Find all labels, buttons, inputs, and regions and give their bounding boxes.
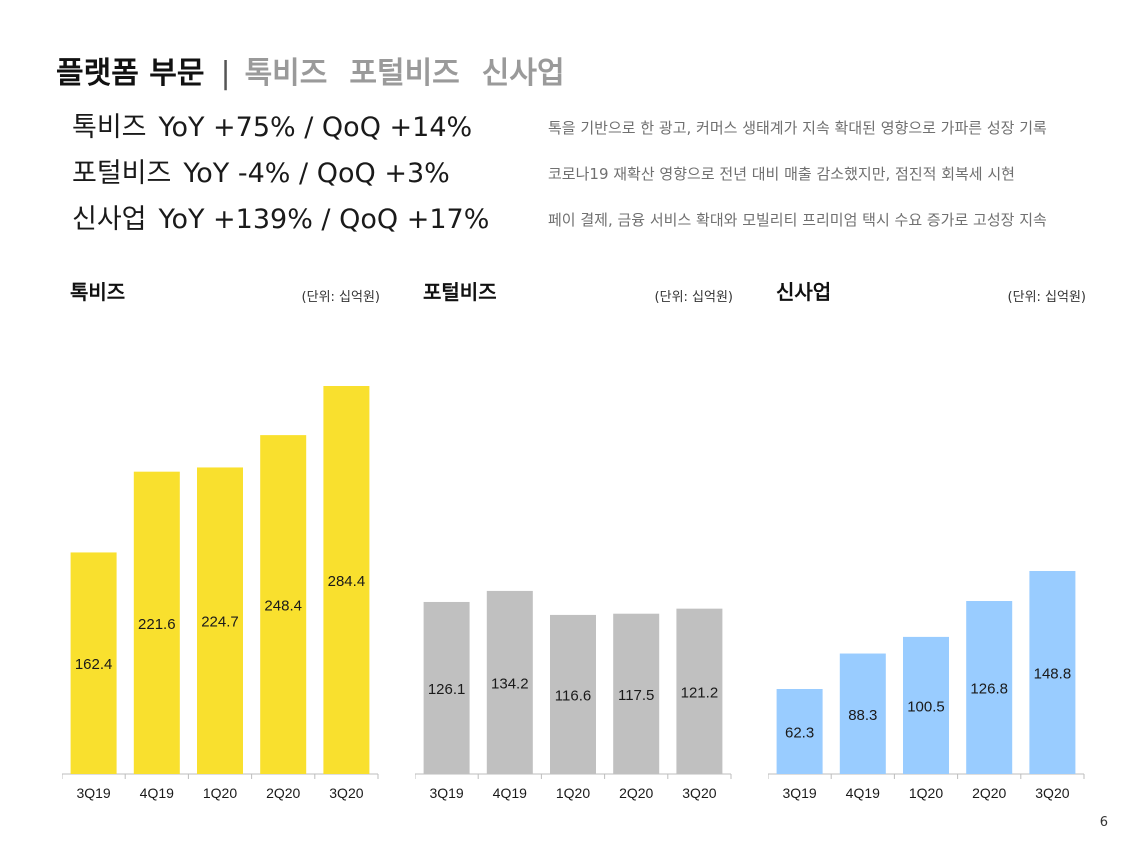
bar xyxy=(70,552,117,774)
x-tick-label: 3Q20 xyxy=(682,785,716,801)
stat-name: 톡비즈 xyxy=(72,112,147,143)
note-talkbiz: 톡을 기반으로 한 광고, 커머스 생태계가 지속 확대된 영향으로 가파른 성… xyxy=(548,119,1047,137)
stat-growth: YoY -4% / QoQ +3% xyxy=(183,158,450,189)
x-tick-label: 4Q19 xyxy=(140,785,174,801)
bar-value-label: 121.2 xyxy=(681,684,719,701)
stat-newbiz: 신사업 YoY +139% / QoQ +17% xyxy=(72,202,489,248)
x-tick-label: 2Q20 xyxy=(972,785,1006,801)
bar xyxy=(133,471,180,774)
bar-value-label: 134.2 xyxy=(491,675,529,692)
chart-title: 포털비즈 xyxy=(423,280,497,304)
bar xyxy=(197,467,243,774)
chart-unit: (단위: 십억원) xyxy=(301,290,380,305)
page-number: 6 xyxy=(1099,815,1108,830)
x-tick-label: 3Q20 xyxy=(329,785,363,801)
title-separator: | xyxy=(220,56,231,91)
stat-growth: YoY +75% / QoQ +14% xyxy=(158,112,473,143)
bar xyxy=(676,608,723,774)
chart-panel-portalbiz: 포털비즈 (단위: 십억원) 126.1 3Q19 134.2 4Q19 116.6 1Q… xyxy=(415,276,733,806)
chart-unit: (단위: 십억원) xyxy=(1007,290,1086,305)
bar xyxy=(323,386,370,774)
x-tick-label: 4Q19 xyxy=(493,785,527,801)
x-tick-label: 4Q19 xyxy=(846,785,880,801)
stat-growth: YoY +139% / QoQ +17% xyxy=(158,204,490,235)
bar-value-label: 248.4 xyxy=(264,598,302,615)
bar-value-label: 148.8 xyxy=(1034,665,1072,682)
x-tick-label: 2Q20 xyxy=(619,785,653,801)
bar xyxy=(260,435,307,774)
header-tab-newbiz: 신사업 xyxy=(481,56,565,91)
stat-talkbiz: 톡비즈 YoY +75% / QoQ +14% xyxy=(72,110,489,156)
growth-notes: 톡을 기반으로 한 광고, 커머스 생태계가 지속 확대된 영향으로 가파른 성… xyxy=(548,117,1047,255)
stat-name: 신사업 xyxy=(72,204,147,235)
bar xyxy=(423,601,470,774)
bar-value-label: 100.5 xyxy=(907,698,945,715)
x-tick-label: 1Q20 xyxy=(909,785,943,801)
x-tick-label: 3Q19 xyxy=(782,785,816,801)
bar-value-label: 116.6 xyxy=(555,687,591,704)
note-newbiz: 페이 결제, 금융 서비스 확대와 모빌리티 프리미엄 택시 수요 증가로 고성… xyxy=(548,211,1047,229)
x-tick-label: 3Q19 xyxy=(429,785,463,801)
bar-value-label: 88.3 xyxy=(848,707,877,724)
bar xyxy=(486,590,533,774)
bar-chart-talkbiz: 162.4 3Q19 221.6 4Q19 224.7 1Q20 248.4 2Q20 284.… xyxy=(62,386,379,801)
bar-chart-portalbiz: 126.1 3Q19 134.2 4Q19 116.6 1Q20 117.5 2Q20 121.… xyxy=(415,590,732,801)
bar xyxy=(550,614,596,774)
chart-unit: (단위: 십억원) xyxy=(654,290,733,305)
x-tick-label: 3Q20 xyxy=(1035,785,1069,801)
bar xyxy=(903,636,949,774)
bar xyxy=(613,613,660,774)
note-portalbiz: 코로나19 재확산 영향으로 전년 대비 매출 감소했지만, 점진적 회복세 시… xyxy=(548,165,1015,183)
x-tick-label: 1Q20 xyxy=(203,785,237,801)
bar xyxy=(1029,570,1076,774)
bar xyxy=(776,689,823,774)
bar xyxy=(839,653,886,774)
chart-panel-newbiz: 신사업 (단위: 십억원) 62.3 3Q19 88.3 4Q19 100.5 1Q20 1… xyxy=(768,276,1086,806)
page-header: 플랫폼 부문 | 톡비즈 포털비즈 신사업 xyxy=(56,48,587,92)
chart-title: 톡비즈 xyxy=(70,280,126,304)
bar-value-label: 224.7 xyxy=(201,614,239,631)
bar xyxy=(966,601,1013,774)
bar-value-label: 221.6 xyxy=(138,616,176,633)
bar-value-label: 126.1 xyxy=(428,681,466,698)
chart-panel-talkbiz: 톡비즈 (단위: 십억원) 162.4 3Q19 221.6 4Q19 224.7 1Q2… xyxy=(62,276,380,806)
bar-chart-newbiz: 62.3 3Q19 88.3 4Q19 100.5 1Q20 126.8 2Q20 148.8 3… xyxy=(768,570,1085,801)
x-tick-label: 1Q20 xyxy=(556,785,590,801)
page-title: 플랫폼 부문 xyxy=(56,56,205,91)
bar-value-label: 62.3 xyxy=(785,725,814,742)
x-tick-label: 2Q20 xyxy=(266,785,300,801)
header-tab-portalbiz: 포털비즈 xyxy=(349,56,460,91)
chart-title: 신사업 xyxy=(776,280,832,304)
header-tab-talkbiz: 톡비즈 xyxy=(244,56,328,91)
stat-portalbiz: 포털비즈 YoY -4% / QoQ +3% xyxy=(72,156,489,202)
x-tick-label: 3Q19 xyxy=(76,785,110,801)
bar-value-label: 117.5 xyxy=(618,687,654,704)
bar-value-label: 162.4 xyxy=(75,656,113,673)
bar-value-label: 284.4 xyxy=(328,573,366,590)
growth-summary: 톡비즈 YoY +75% / QoQ +14% 포털비즈 YoY -4% / QoQ… xyxy=(72,110,489,248)
stat-name: 포털비즈 xyxy=(72,158,172,189)
bar-value-label: 126.8 xyxy=(970,681,1008,698)
